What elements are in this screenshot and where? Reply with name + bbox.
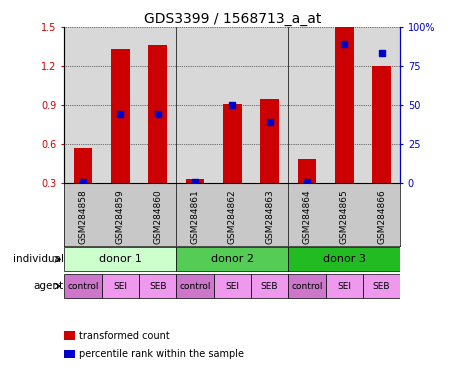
Text: GSM284865: GSM284865 [339, 190, 348, 244]
Text: GSM284863: GSM284863 [264, 190, 274, 244]
Bar [288, 274, 325, 298]
Bar [288, 247, 399, 271]
Bar [213, 274, 251, 298]
Text: SEI: SEI [225, 281, 239, 291]
Bar [139, 274, 176, 298]
Text: donor 3: donor 3 [322, 254, 365, 264]
Bar [223, 104, 241, 183]
Bar [148, 45, 167, 183]
Text: individual: individual [13, 254, 63, 264]
Text: GSM284861: GSM284861 [190, 190, 199, 244]
Text: transformed count: transformed count [79, 331, 169, 341]
Text: donor 1: donor 1 [99, 254, 141, 264]
Text: SEI: SEI [113, 281, 127, 291]
Text: control: control [291, 281, 322, 291]
Bar [64, 274, 101, 298]
Bar [176, 274, 213, 298]
Bar [101, 274, 139, 298]
Text: SEI: SEI [336, 281, 351, 291]
Text: control: control [179, 281, 210, 291]
Text: donor 2: donor 2 [210, 254, 253, 264]
Bar [251, 274, 288, 298]
Bar [362, 274, 399, 298]
Bar [260, 99, 278, 183]
Text: SEB: SEB [260, 281, 278, 291]
Bar [111, 49, 129, 183]
Text: GSM284864: GSM284864 [302, 190, 311, 244]
Text: agent: agent [34, 281, 63, 291]
Bar [371, 66, 390, 183]
Text: control: control [67, 281, 99, 291]
Text: percentile rank within the sample: percentile rank within the sample [79, 349, 244, 359]
Bar [334, 27, 353, 183]
Text: GSM284859: GSM284859 [116, 190, 124, 244]
Text: SEB: SEB [149, 281, 166, 291]
Bar [325, 274, 362, 298]
Bar [185, 179, 204, 183]
Bar [64, 247, 176, 271]
Bar [176, 247, 288, 271]
Bar [73, 148, 92, 183]
Text: GSM284860: GSM284860 [153, 190, 162, 244]
Bar [297, 159, 316, 183]
Text: GSM284866: GSM284866 [376, 190, 385, 244]
Text: SEB: SEB [372, 281, 389, 291]
Title: GDS3399 / 1568713_a_at: GDS3399 / 1568713_a_at [143, 12, 320, 26]
Text: GSM284862: GSM284862 [227, 190, 236, 244]
Text: GSM284858: GSM284858 [78, 190, 87, 244]
